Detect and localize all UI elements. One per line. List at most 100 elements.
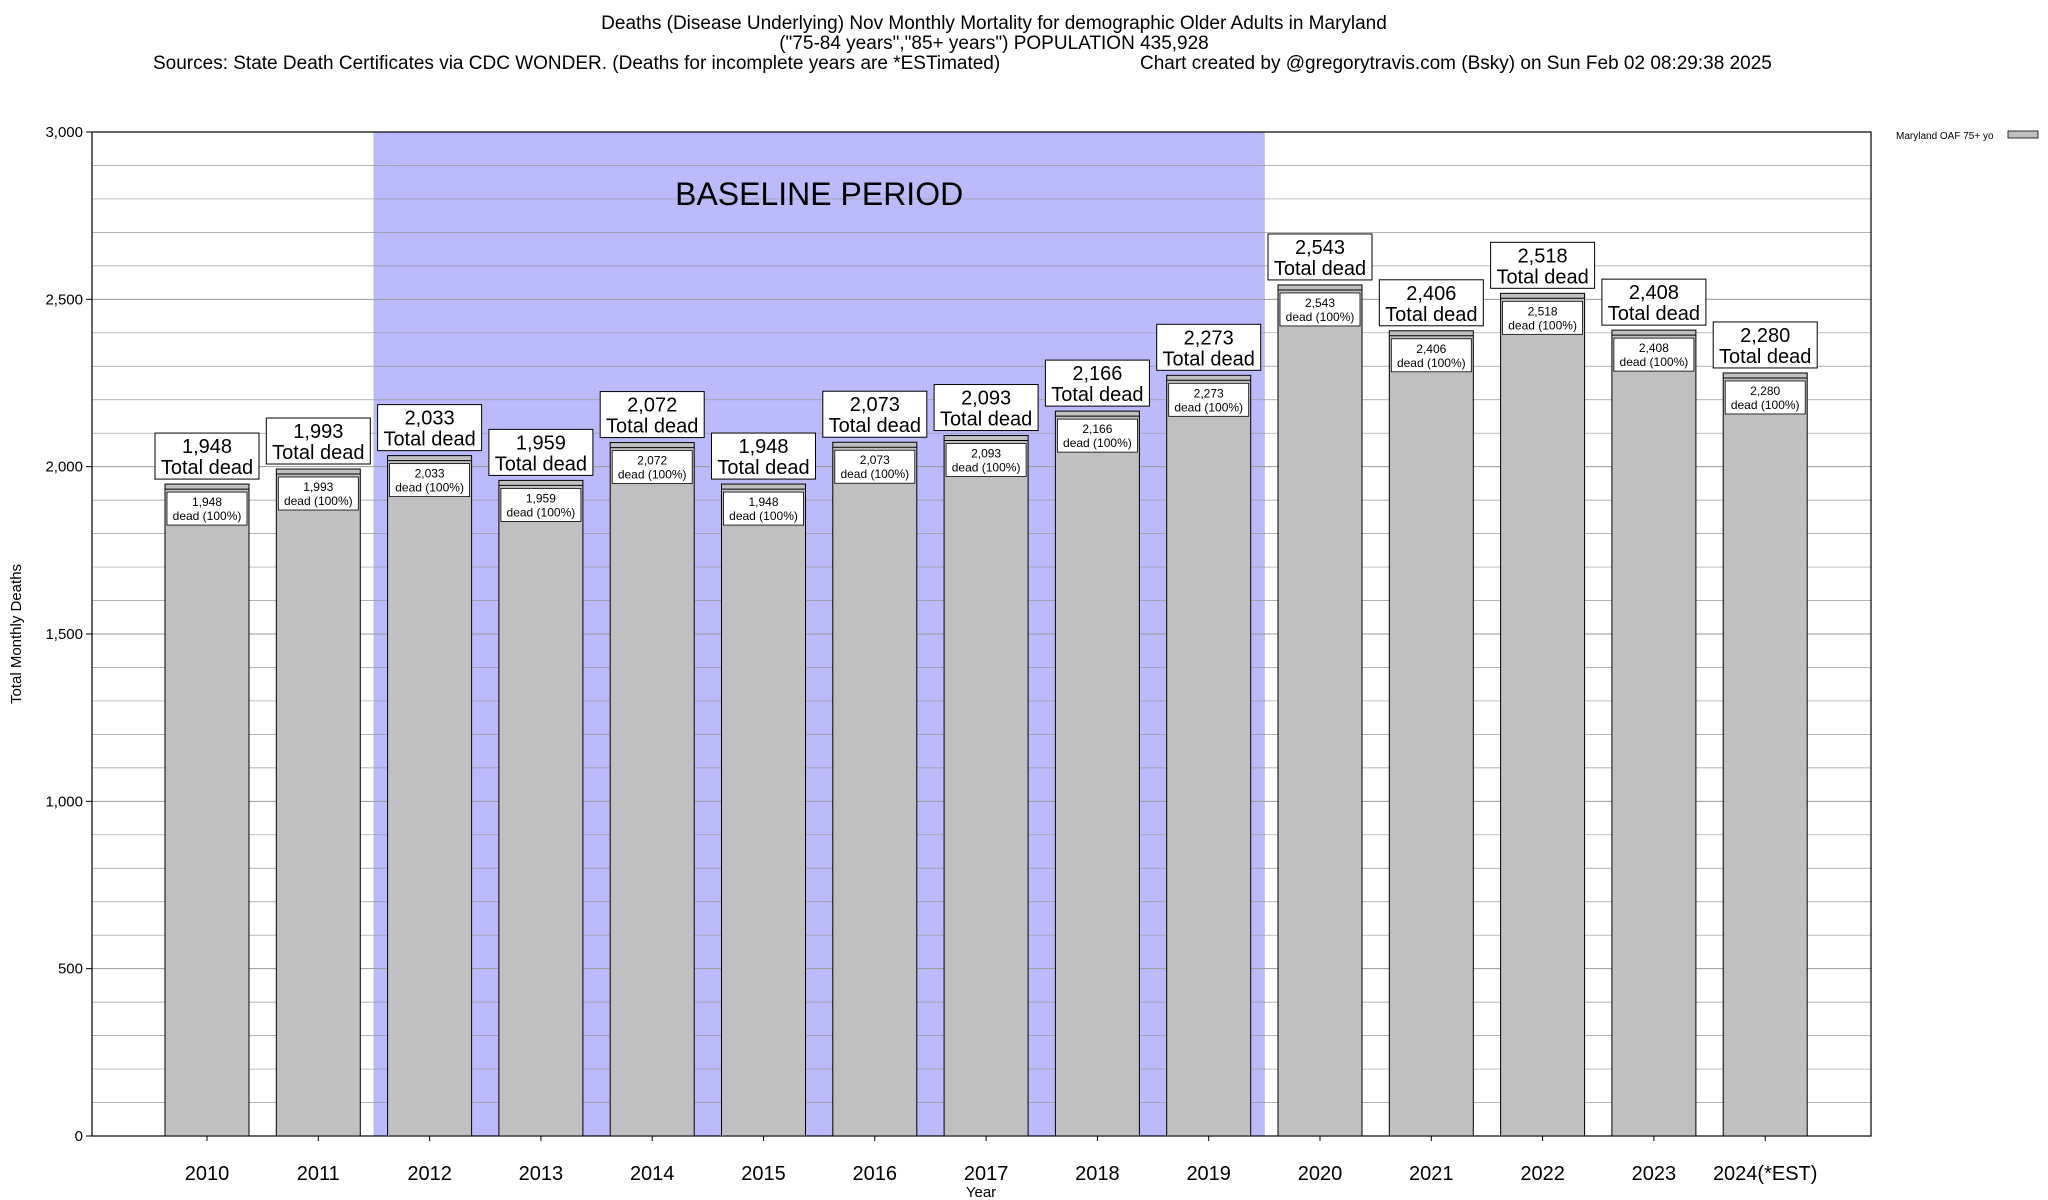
x-tick-label: 2014	[630, 1163, 675, 1185]
credit-note: Chart created by @gregorytravis.com (Bsk…	[1140, 53, 1772, 74]
x-tick-label: 2016	[853, 1163, 898, 1185]
inner-label-box	[1613, 337, 1695, 372]
inner-label-box	[166, 491, 248, 526]
total-label-box	[488, 428, 594, 476]
total-dead-label: Total dead	[495, 453, 587, 475]
x-tick-label: 2019	[1186, 1163, 1231, 1185]
y-axis-label: Total Monthly Deaths	[8, 564, 25, 704]
total-dead-label: Total dead	[717, 457, 809, 479]
inner-dead-label: dead (100%)	[1397, 356, 1466, 370]
total-value-label: 1,948	[738, 436, 788, 458]
x-tick-label: 2022	[1520, 1163, 1565, 1185]
x-tick-label: 2012	[407, 1163, 452, 1185]
total-label-box	[1378, 279, 1484, 327]
legend-swatch	[2007, 130, 2039, 139]
inner-dead-label: dead (100%)	[729, 509, 798, 523]
total-label-box	[822, 390, 928, 438]
inner-dead-label: dead (100%)	[507, 505, 576, 519]
total-label-box	[933, 384, 1039, 432]
bar	[1054, 410, 1140, 1137]
total-dead-label: Total dead	[1608, 303, 1700, 325]
inner-value-label: 2,033	[415, 467, 445, 481]
y-tick-label: 2,500	[45, 291, 83, 308]
inner-label-box	[1390, 338, 1472, 373]
bar	[832, 441, 918, 1137]
bar	[387, 455, 473, 1137]
x-tick-label: 2013	[519, 1163, 564, 1185]
bar	[1611, 329, 1697, 1137]
inner-label-box	[277, 476, 359, 511]
total-value-label: 2,406	[1406, 283, 1456, 305]
total-label-box	[265, 417, 371, 465]
y-tick-label: 0	[75, 1128, 83, 1145]
inner-dead-label: dead (100%)	[1508, 318, 1577, 332]
bar	[943, 435, 1029, 1137]
inner-value-label: 1,948	[748, 495, 778, 509]
total-value-label: 1,948	[182, 436, 232, 458]
inner-value-label: 1,993	[303, 480, 333, 494]
total-label-box	[599, 391, 705, 439]
bar	[1388, 330, 1474, 1137]
bar	[275, 468, 361, 1137]
inner-value-label: 1,948	[192, 495, 222, 509]
inner-label-box	[1502, 300, 1583, 335]
inner-dead-label: dead (100%)	[395, 481, 464, 495]
inner-dead-label: dead (100%)	[1731, 398, 1800, 412]
total-dead-label: Total dead	[1385, 304, 1477, 326]
inner-value-label: 2,518	[1528, 304, 1558, 318]
total-dead-label: Total dead	[1051, 384, 1143, 406]
inner-dead-label: dead (100%)	[173, 509, 242, 523]
y-tick-label: 3,000	[45, 124, 83, 141]
total-value-label: 2,280	[1740, 325, 1790, 347]
total-label-box	[711, 432, 816, 480]
total-value-label: 1,993	[293, 421, 343, 443]
total-value-label: 2,093	[961, 388, 1011, 410]
x-tick-label: 2011	[297, 1163, 340, 1185]
total-value-label: 2,033	[405, 408, 455, 430]
inner-value-label: 1,959	[526, 491, 556, 505]
total-value-label: 2,072	[627, 395, 677, 417]
x-tick-label: 2015	[741, 1163, 786, 1185]
total-dead-label: Total dead	[272, 442, 364, 464]
inner-label-box	[611, 450, 693, 484]
total-value-label: 2,073	[850, 394, 900, 416]
total-dead-label: Total dead	[1163, 348, 1255, 370]
total-label-box	[1044, 359, 1150, 407]
bar	[609, 442, 695, 1137]
inner-dead-label: dead (100%)	[284, 494, 353, 508]
inner-dead-label: dead (100%)	[952, 461, 1021, 475]
inner-value-label: 2,273	[1194, 386, 1224, 400]
inner-label-box	[1279, 292, 1361, 327]
y-tick-label: 2,000	[45, 459, 83, 476]
bar	[721, 483, 806, 1137]
x-tick-label: 2010	[185, 1163, 230, 1185]
total-dead-label: Total dead	[161, 457, 253, 479]
inner-label-box	[945, 443, 1027, 477]
inner-value-label: 2,072	[637, 454, 667, 468]
total-value-label: 2,273	[1184, 327, 1234, 349]
x-axis-label: Year	[966, 1184, 996, 1200]
baseline-label: BASELINE PERIOD	[675, 176, 963, 212]
total-value-label: 2,166	[1072, 363, 1122, 385]
x-tick-label: 2024(*EST)	[1713, 1163, 1818, 1185]
inner-label-box	[1168, 382, 1250, 417]
inner-label-box	[834, 449, 916, 484]
inner-dead-label: dead (100%)	[618, 468, 687, 482]
sources-note: Sources: State Death Certificates via CD…	[153, 53, 1001, 74]
bar	[498, 479, 584, 1137]
inner-value-label: 2,543	[1305, 296, 1335, 310]
x-tick-label: 2020	[1298, 1163, 1343, 1185]
total-value-label: 2,543	[1295, 237, 1345, 259]
total-dead-label: Total dead	[940, 409, 1032, 431]
inner-label-box	[500, 487, 582, 522]
inner-dead-label: dead (100%)	[1174, 400, 1243, 414]
inner-label-box	[389, 463, 471, 498]
total-dead-label: Total dead	[829, 415, 921, 437]
x-tick-label: 2021	[1409, 1163, 1454, 1185]
bar	[1277, 284, 1363, 1137]
total-label-box	[1601, 278, 1707, 326]
total-label-box	[1267, 233, 1373, 281]
legend-entry-label: Maryland OAF 75+ yo	[1896, 131, 1994, 142]
total-dead-label: Total dead	[1274, 258, 1366, 280]
